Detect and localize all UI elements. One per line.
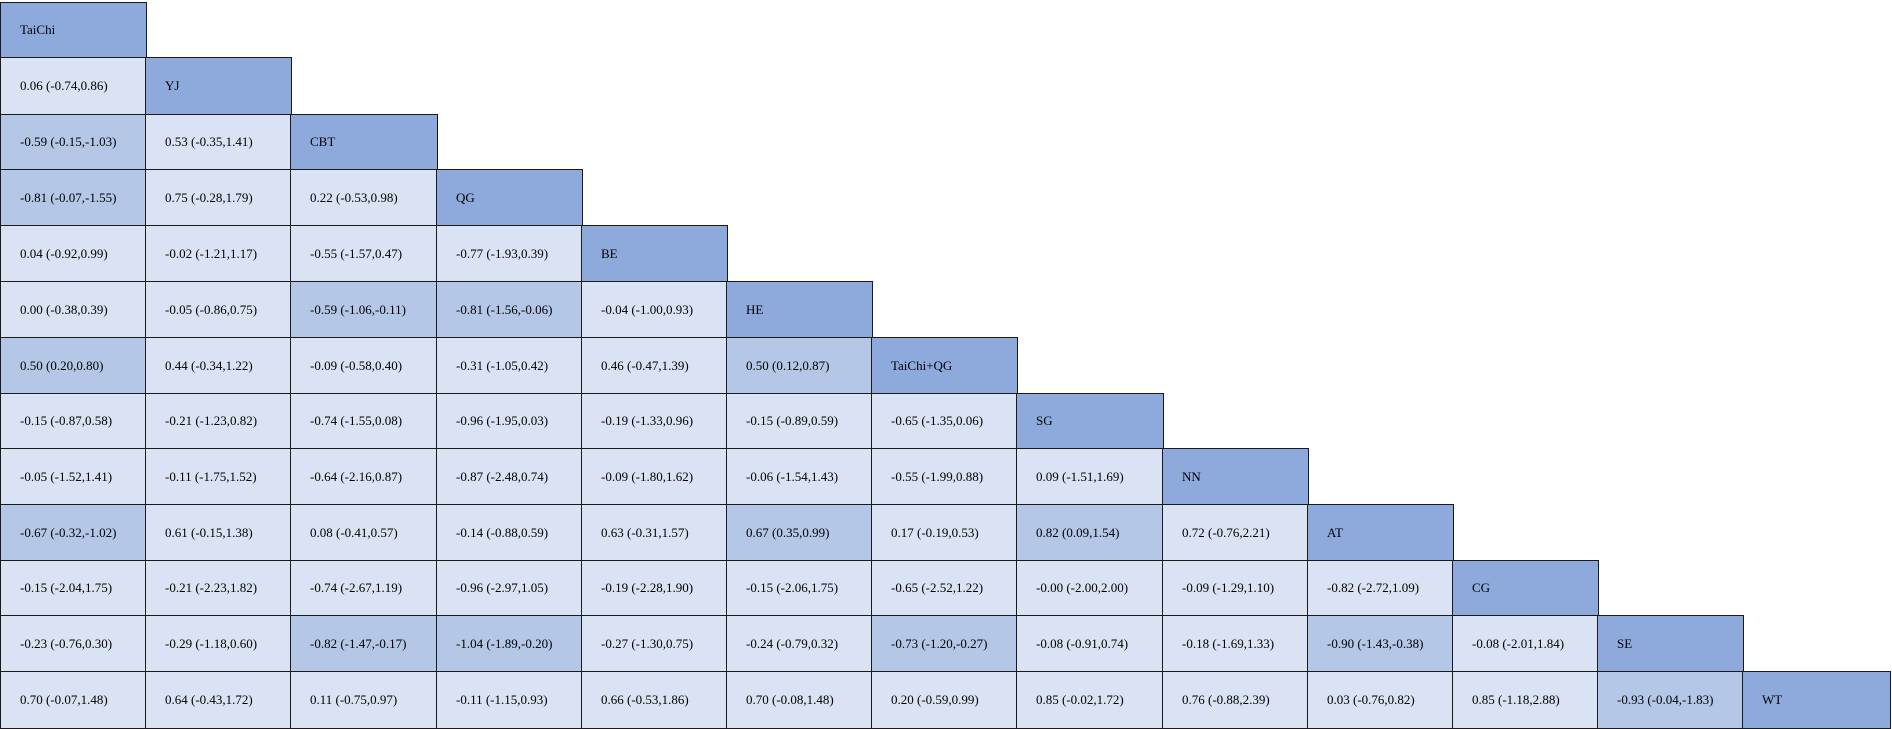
comparison-cell: 0.46 (-0.47,1.39) — [581, 337, 728, 395]
comparison-cell: -0.08 (-2.01,1.84) — [1452, 615, 1599, 673]
treatment-label-cell: SG — [1016, 393, 1164, 450]
comparison-cell: 0.00 (-0.38,0.39) — [0, 281, 147, 339]
significant-comparison-cell: -0.90 (-1.43,-0.38) — [1307, 615, 1454, 673]
significant-comparison-cell: -0.67 (-0.32,-1.02) — [0, 504, 147, 562]
comparison-cell: -0.82 (-2.72,1.09) — [1307, 560, 1454, 617]
comparison-cell: -0.19 (-2.28,1.90) — [581, 560, 728, 617]
comparison-cell: -0.65 (-1.35,0.06) — [871, 393, 1018, 450]
comparison-cell: -0.23 (-0.76,0.30) — [0, 615, 147, 673]
comparison-cell: 0.06 (-0.74,0.86) — [0, 57, 147, 116]
comparison-cell: -0.55 (-1.57,0.47) — [290, 225, 438, 283]
significant-comparison-cell: 0.50 (0.20,0.80) — [0, 337, 147, 395]
comparison-cell: 0.66 (-0.53,1.86) — [581, 671, 728, 729]
comparison-cell: -0.02 (-1.21,1.17) — [145, 225, 292, 283]
comparison-cell: 0.85 (-1.18,2.88) — [1452, 671, 1599, 729]
comparison-cell: 0.70 (-0.08,1.48) — [726, 671, 873, 729]
significant-comparison-cell: 0.67 (0.35,0.99) — [726, 504, 873, 562]
comparison-cell: -0.65 (-2.52,1.22) — [871, 560, 1018, 617]
comparison-cell: -0.74 (-1.55,0.08) — [290, 393, 438, 450]
comparison-cell: -0.15 (-0.87,0.58) — [0, 393, 147, 450]
comparison-cell: -0.09 (-1.80,1.62) — [581, 448, 728, 506]
significant-comparison-cell: -0.81 (-0.07,-1.55) — [0, 169, 147, 227]
treatment-label-cell: BE — [581, 225, 728, 283]
comparison-cell: -0.11 (-1.15,0.93) — [436, 671, 583, 729]
comparison-cell: 0.64 (-0.43,1.72) — [145, 671, 292, 729]
comparison-cell: -0.15 (-0.89,0.59) — [726, 393, 873, 450]
comparison-cell: -0.15 (-2.04,1.75) — [0, 560, 147, 617]
significant-comparison-cell: -0.81 (-1.56,-0.06) — [436, 281, 583, 339]
comparison-cell: -0.21 (-1.23,0.82) — [145, 393, 292, 450]
significant-comparison-cell: -0.59 (-0.15,-1.03) — [0, 114, 147, 171]
comparison-cell: 0.17 (-0.19,0.53) — [871, 504, 1018, 562]
significant-comparison-cell: -0.93 (-0.04,-1.83) — [1597, 671, 1744, 729]
comparison-cell: 0.85 (-0.02,1.72) — [1016, 671, 1164, 729]
comparison-cell: 0.03 (-0.76,0.82) — [1307, 671, 1454, 729]
comparison-cell: -0.27 (-1.30,0.75) — [581, 615, 728, 673]
significant-comparison-cell: -0.59 (-1.06,-0.11) — [290, 281, 438, 339]
treatment-label-cell: NN — [1162, 448, 1309, 506]
comparison-cell: -0.29 (-1.18,0.60) — [145, 615, 292, 673]
comparison-cell: 0.11 (-0.75,0.97) — [290, 671, 438, 729]
comparison-cell: 0.20 (-0.59,0.99) — [871, 671, 1018, 729]
comparison-cell: -0.09 (-1.29,1.10) — [1162, 560, 1309, 617]
comparison-cell: -0.21 (-2.23,1.82) — [145, 560, 292, 617]
treatment-label-cell: AT — [1307, 504, 1454, 562]
significant-comparison-cell: -1.04 (-1.89,-0.20) — [436, 615, 583, 673]
comparison-cell: -0.87 (-2.48,0.74) — [436, 448, 583, 506]
comparison-cell: 0.44 (-0.34,1.22) — [145, 337, 292, 395]
comparison-cell: -0.31 (-1.05,0.42) — [436, 337, 583, 395]
treatment-label-cell: CBT — [290, 114, 438, 171]
comparison-cell: 0.04 (-0.92,0.99) — [0, 225, 147, 283]
comparison-cell: 0.53 (-0.35,1.41) — [145, 114, 292, 171]
comparison-cell: 0.70 (-0.07,1.48) — [0, 671, 147, 729]
comparison-cell: -0.04 (-1.00,0.93) — [581, 281, 728, 339]
comparison-cell: 0.72 (-0.76,2.21) — [1162, 504, 1309, 562]
treatment-label-cell: CG — [1452, 560, 1599, 617]
comparison-cell: 0.61 (-0.15,1.38) — [145, 504, 292, 562]
comparison-cell: -0.00 (-2.00,2.00) — [1016, 560, 1164, 617]
comparison-cell: -0.09 (-0.58,0.40) — [290, 337, 438, 395]
significant-comparison-cell: -0.73 (-1.20,-0.27) — [871, 615, 1018, 673]
treatment-label-cell: TaiChi+QG — [871, 337, 1018, 395]
comparison-cell: -0.15 (-2.06,1.75) — [726, 560, 873, 617]
comparison-cell: -0.14 (-0.88,0.59) — [436, 504, 583, 562]
comparison-cell: -0.05 (-1.52,1.41) — [0, 448, 147, 506]
comparison-cell: -0.19 (-1.33,0.96) — [581, 393, 728, 450]
treatment-label-cell: QG — [436, 169, 583, 227]
comparison-cell: -0.74 (-2.67,1.19) — [290, 560, 438, 617]
treatment-label-cell: YJ — [145, 57, 292, 116]
comparison-cell: -0.05 (-0.86,0.75) — [145, 281, 292, 339]
comparison-cell: -0.06 (-1.54,1.43) — [726, 448, 873, 506]
treatment-label-cell: SE — [1597, 615, 1744, 673]
treatment-label-cell: TaiChi — [0, 2, 147, 59]
significant-comparison-cell: 0.50 (0.12,0.87) — [726, 337, 873, 395]
comparison-cell: -0.55 (-1.99,0.88) — [871, 448, 1018, 506]
comparison-cell: 0.75 (-0.28,1.79) — [145, 169, 292, 227]
comparison-cell: 0.76 (-0.88,2.39) — [1162, 671, 1309, 729]
comparison-cell: 0.08 (-0.41,0.57) — [290, 504, 438, 562]
comparison-cell: 0.09 (-1.51,1.69) — [1016, 448, 1164, 506]
comparison-cell: -0.18 (-1.69,1.33) — [1162, 615, 1309, 673]
comparison-cell: -0.96 (-1.95,0.03) — [436, 393, 583, 450]
comparison-cell: -0.08 (-0.91,0.74) — [1016, 615, 1164, 673]
comparison-cell: -0.77 (-1.93,0.39) — [436, 225, 583, 283]
comparison-cell: -0.96 (-2.97,1.05) — [436, 560, 583, 617]
comparison-cell: 0.63 (-0.31,1.57) — [581, 504, 728, 562]
comparison-cell: -0.24 (-0.79,0.32) — [726, 615, 873, 673]
significant-comparison-cell: 0.82 (0.09,1.54) — [1016, 504, 1164, 562]
comparison-cell: -0.11 (-1.75,1.52) — [145, 448, 292, 506]
treatment-label-cell: WT — [1742, 671, 1891, 729]
comparison-cell: -0.64 (-2.16,0.87) — [290, 448, 438, 506]
treatment-label-cell: HE — [726, 281, 873, 339]
comparison-cell: 0.22 (-0.53,0.98) — [290, 169, 438, 227]
significant-comparison-cell: -0.82 (-1.47,-0.17) — [290, 615, 438, 673]
